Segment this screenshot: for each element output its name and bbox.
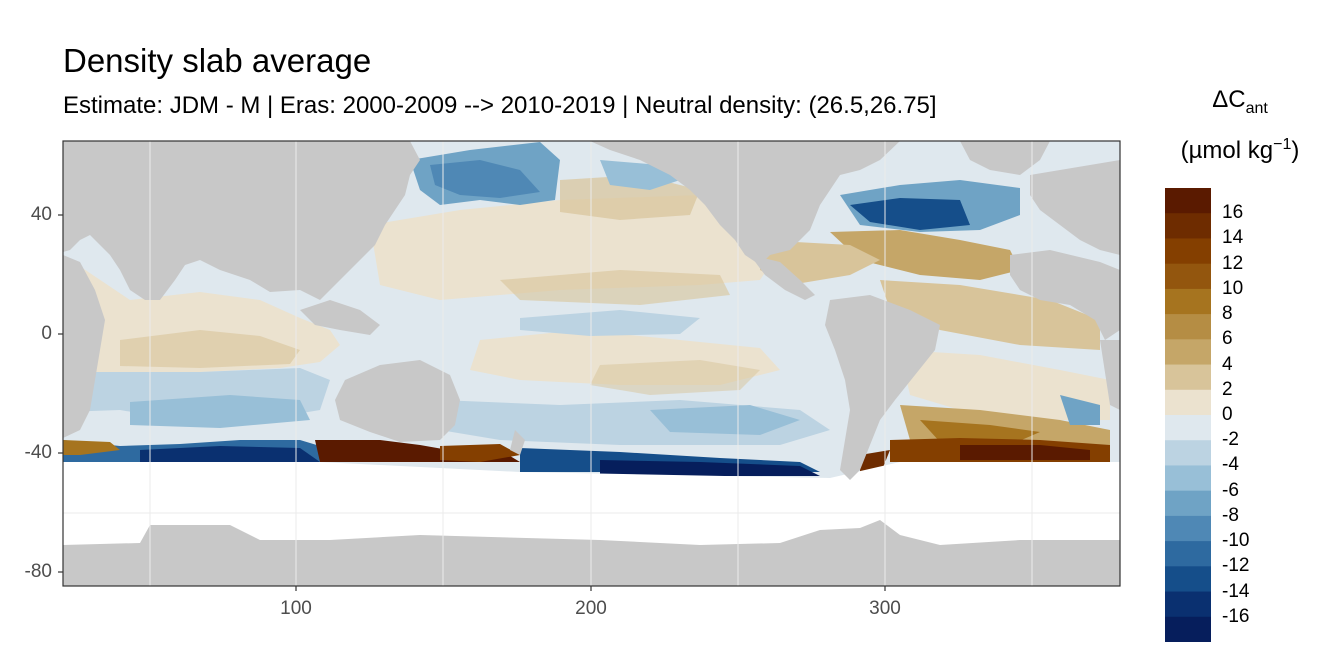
pacific-positive-3 bbox=[500, 270, 730, 305]
south-pacific-positive-2 bbox=[590, 360, 760, 395]
legend-color-bin bbox=[1165, 566, 1211, 593]
legend-tick-label: 10 bbox=[1222, 277, 1244, 299]
axis-tick-marks bbox=[58, 214, 886, 591]
africa-west-landmass bbox=[1010, 250, 1120, 340]
indonesia-islands bbox=[300, 300, 380, 335]
legend-tick-label: -14 bbox=[1222, 580, 1250, 602]
southern-ocean-west-positive bbox=[63, 440, 120, 455]
legend-color-bin bbox=[1165, 616, 1211, 642]
x-tick-label: 300 bbox=[869, 598, 901, 619]
y-tick-label: -40 bbox=[24, 442, 52, 463]
legend-color-bin bbox=[1165, 288, 1211, 315]
north-pacific-negative-2 bbox=[430, 160, 540, 198]
legend-tick-label: 8 bbox=[1222, 303, 1233, 325]
delta-cant-field bbox=[63, 142, 1110, 478]
legend-tick-label: -16 bbox=[1222, 605, 1250, 627]
legend-color-bin bbox=[1165, 415, 1211, 441]
x-tick-label: 100 bbox=[280, 598, 312, 619]
legend-colorbar bbox=[1165, 188, 1211, 642]
legend-symbol-subscript: ant bbox=[1245, 99, 1268, 117]
legend-color-bin bbox=[1165, 389, 1211, 416]
legend-title-unit: (µmol kg−1) bbox=[1150, 136, 1330, 165]
south-america-landmass bbox=[825, 295, 940, 480]
north-pacific-positive-2 bbox=[560, 175, 700, 220]
legend-title-symbol: ΔCant bbox=[1150, 86, 1330, 118]
legend-tick-label: 6 bbox=[1222, 328, 1233, 350]
tropical-atlantic-positive bbox=[880, 280, 1100, 350]
new-zealand bbox=[510, 430, 525, 455]
north-atlantic-negative-2 bbox=[850, 198, 970, 230]
y-tick-label: 40 bbox=[30, 204, 52, 225]
legend-color-bin bbox=[1165, 188, 1211, 214]
legend-color-bin bbox=[1165, 465, 1211, 492]
y-tick-label: 0 bbox=[41, 323, 52, 344]
north-america-landmass bbox=[590, 141, 900, 265]
southern-ocean-indian-negative-2 bbox=[140, 446, 320, 462]
legend-color-bin bbox=[1165, 263, 1211, 290]
legend-color-bin bbox=[1165, 213, 1211, 239]
pacific-negative-patch bbox=[520, 310, 700, 336]
indian-ocean-negative-2 bbox=[130, 395, 310, 428]
north-atlantic-positive bbox=[830, 230, 1020, 280]
legend-color-bin bbox=[1165, 515, 1211, 542]
legend-unit-prefix: (µmol kg bbox=[1180, 137, 1274, 164]
southern-ocean-australia-positive-2 bbox=[440, 444, 520, 462]
legend-tick-label: 14 bbox=[1222, 227, 1244, 249]
legend-color-bin bbox=[1165, 541, 1211, 567]
south-atlantic-positive bbox=[900, 350, 1110, 420]
legend-tick-label: 0 bbox=[1222, 404, 1233, 425]
legend-color-bin bbox=[1165, 238, 1211, 265]
asia-landmass bbox=[63, 141, 420, 300]
plot-subtitle: Estimate: JDM - M | Eras: 2000-2009 --> … bbox=[63, 92, 937, 119]
africa-east-landmass bbox=[63, 255, 105, 438]
africa-south-landmass bbox=[1100, 340, 1120, 410]
y-tick-label: -80 bbox=[24, 561, 52, 582]
legend-tick-label: 12 bbox=[1222, 252, 1244, 274]
plot-title: Density slab average bbox=[63, 42, 372, 79]
legend-tick-label: -6 bbox=[1222, 479, 1239, 501]
pacific-negative-patch-2 bbox=[650, 405, 800, 435]
legend-color-bin bbox=[1165, 591, 1211, 618]
legend-color-bin bbox=[1165, 339, 1211, 366]
legend-tick-label: 4 bbox=[1222, 353, 1233, 375]
gridlines bbox=[63, 141, 1120, 586]
legend-symbol: ΔC bbox=[1212, 86, 1246, 113]
legend-tick-label: -10 bbox=[1222, 530, 1250, 552]
greenland-landmass bbox=[960, 141, 1050, 175]
europe-landmass bbox=[1030, 160, 1120, 255]
legend-color-bin bbox=[1165, 490, 1211, 517]
central-america bbox=[750, 255, 815, 300]
legend-color-bin bbox=[1165, 364, 1211, 391]
australia-landmass bbox=[335, 360, 460, 442]
legend-tick-label: -12 bbox=[1222, 555, 1250, 577]
indian-ocean-positive-2 bbox=[120, 330, 300, 368]
legend-tick-label: 2 bbox=[1222, 378, 1233, 400]
south-atlantic-negative bbox=[1060, 395, 1100, 425]
legend-unit-superscript: −1 bbox=[1273, 136, 1292, 153]
legend-color-bin bbox=[1165, 440, 1211, 466]
x-tick-label: 200 bbox=[575, 598, 607, 619]
legend-unit-suffix: ) bbox=[1291, 137, 1300, 164]
legend-tick-label: 16 bbox=[1222, 202, 1244, 224]
land-masses bbox=[63, 141, 1120, 480]
southern-ocean-pacific-negative-2 bbox=[600, 460, 820, 476]
legend-tick-label: -2 bbox=[1222, 429, 1239, 451]
legend-color-bin bbox=[1165, 314, 1211, 340]
legend-tick-label: -4 bbox=[1222, 454, 1239, 476]
legend-tick-label: -8 bbox=[1222, 504, 1239, 526]
southern-ocean-atlantic-positive-2 bbox=[960, 445, 1090, 460]
